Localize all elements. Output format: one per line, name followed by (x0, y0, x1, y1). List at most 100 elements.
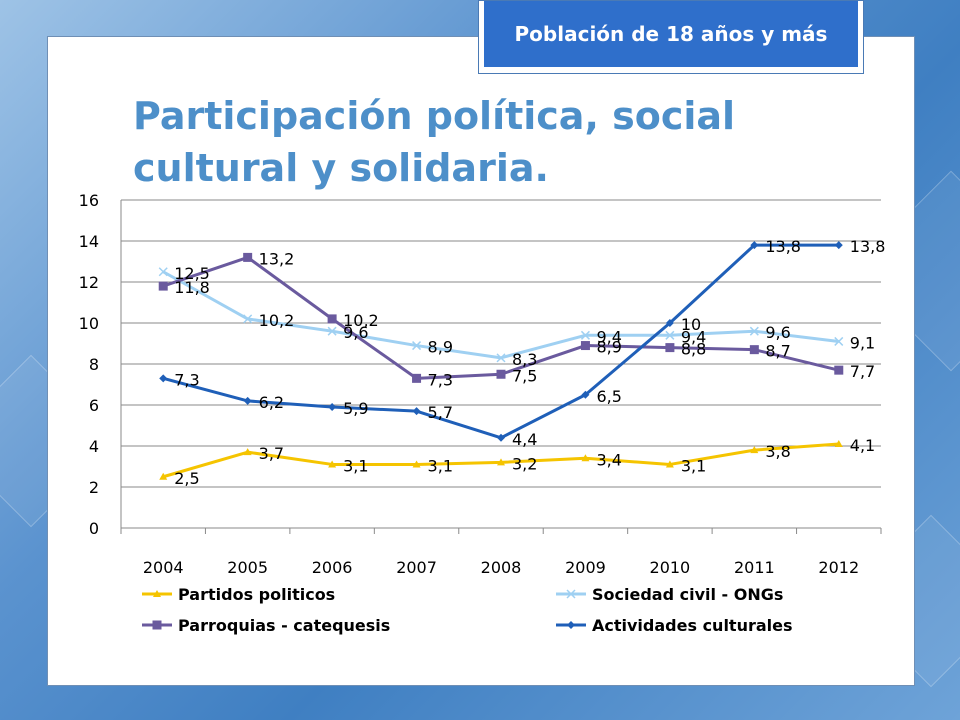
data-point (243, 252, 253, 262)
data-point (327, 326, 337, 336)
data-label: 7,3 (174, 370, 199, 389)
y-tick-label: 6 (89, 396, 99, 415)
data-point (412, 460, 421, 468)
legend-label: Partidos politicos (178, 585, 335, 604)
data-point (327, 314, 337, 324)
slide-title-line-2: cultural y solidaria. (133, 146, 549, 190)
data-point (834, 336, 844, 346)
data-point (750, 446, 759, 454)
y-tick-label: 4 (89, 437, 99, 456)
x-tick-label: 2007 (396, 558, 437, 577)
data-point (243, 396, 252, 405)
data-label: 4,1 (850, 436, 875, 455)
data-point (243, 314, 253, 324)
data-point (665, 343, 675, 353)
y-tick-label: 2 (89, 478, 99, 497)
data-point (581, 454, 590, 462)
data-point (497, 433, 505, 442)
legend-marker (566, 589, 576, 599)
data-label: 3,1 (681, 456, 706, 475)
population-badge-text: Población de 18 años y más (484, 1, 858, 67)
data-point (412, 373, 422, 383)
data-label: 10,2 (259, 311, 295, 330)
data-point (834, 241, 843, 250)
data-label: 5,7 (428, 403, 453, 422)
data-point (834, 365, 844, 375)
data-point (665, 330, 675, 340)
data-label: 10 (681, 315, 701, 334)
x-tick-label: 2005 (227, 558, 268, 577)
x-tick-label: 2010 (650, 558, 691, 577)
data-label: 8,9 (428, 338, 453, 357)
data-point (328, 460, 337, 468)
data-label: 11,8 (174, 278, 210, 297)
legend-label: Sociedad civil - ONGs (592, 585, 783, 604)
data-point (665, 460, 674, 468)
slide-panel (47, 36, 915, 686)
y-tick-label: 14 (79, 232, 99, 251)
data-label: 3,1 (428, 456, 453, 475)
data-label: 7,3 (428, 370, 453, 389)
population-badge: Población de 18 años y más (478, 0, 864, 74)
data-label: 3,4 (596, 450, 621, 469)
y-tick-label: 12 (79, 273, 99, 292)
data-point (665, 319, 674, 327)
data-point (580, 341, 590, 351)
data-label: 3,2 (512, 454, 537, 473)
data-label: 9,4 (596, 327, 621, 346)
legend-marker (152, 620, 162, 630)
data-label: 3,7 (259, 444, 284, 463)
data-point (496, 369, 506, 379)
legend-label: Parroquias - catequesis (178, 616, 390, 635)
data-label: 6,2 (259, 393, 284, 412)
y-tick-label: 8 (89, 355, 99, 374)
data-point (497, 458, 505, 466)
data-label: 9,6 (343, 323, 368, 342)
data-label: 9,4 (681, 327, 706, 346)
data-label: 8,7 (765, 342, 790, 361)
data-point (750, 241, 759, 250)
data-label: 6,5 (596, 387, 621, 406)
data-label: 5,9 (343, 399, 368, 418)
x-tick-label: 2004 (143, 558, 184, 577)
data-label: 13,8 (850, 237, 886, 256)
data-label: 7,7 (850, 362, 875, 381)
data-label: 12,5 (174, 264, 210, 283)
data-label: 3,1 (343, 456, 368, 475)
data-label: 13,8 (765, 237, 801, 256)
legend-marker (567, 621, 575, 629)
data-point (158, 281, 168, 291)
x-tick-label: 2011 (734, 558, 775, 577)
y-tick-label: 16 (79, 191, 99, 210)
y-tick-label: 0 (89, 519, 99, 538)
data-point (580, 330, 590, 340)
data-label: 9,6 (765, 323, 790, 342)
data-point (834, 439, 843, 447)
legend-marker (153, 590, 161, 597)
data-point (581, 390, 590, 399)
data-label: 9,1 (850, 333, 875, 352)
data-point (749, 345, 759, 355)
data-point (749, 326, 759, 336)
x-tick-label: 2006 (312, 558, 353, 577)
data-label: 8,3 (512, 350, 537, 369)
data-point (158, 267, 168, 277)
x-tick-label: 2012 (818, 558, 859, 577)
y-tick-label: 10 (79, 314, 99, 333)
slide-title: Participación política, social cultural … (133, 90, 893, 194)
data-label: 13,2 (259, 249, 295, 268)
x-tick-label: 2008 (481, 558, 522, 577)
data-point (159, 472, 168, 480)
data-label: 3,8 (765, 442, 790, 461)
data-label: 4,4 (512, 430, 537, 449)
data-point (159, 374, 168, 383)
data-label: 7,5 (512, 366, 537, 385)
legend-label: Actividades culturales (592, 616, 793, 635)
data-point (412, 407, 421, 416)
slide-title-line-1: Participación política, social (133, 94, 736, 138)
data-label: 2,5 (174, 469, 199, 488)
data-point (412, 341, 422, 351)
data-label: 8,8 (681, 340, 706, 359)
x-tick-label: 2009 (565, 558, 606, 577)
